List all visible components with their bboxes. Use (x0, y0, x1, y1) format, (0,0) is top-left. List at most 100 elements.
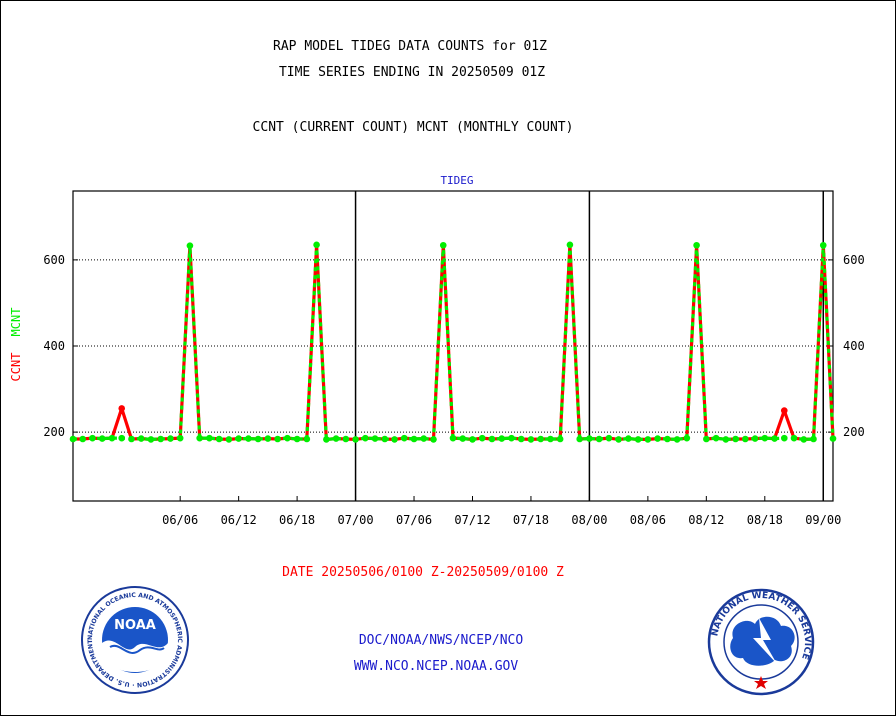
mcnt-point (819, 241, 827, 249)
mcnt-point (790, 434, 798, 442)
chart-title-line1: RAP MODEL TIDEG DATA COUNTS for 01Z (273, 39, 547, 54)
mcnt-point (595, 435, 603, 443)
mcnt-point (303, 435, 311, 443)
mcnt-point (586, 435, 593, 442)
mcnt-point (771, 435, 778, 442)
mcnt-point (703, 435, 710, 443)
y-tick-label-right: 200 (843, 425, 865, 439)
mcnt-point (430, 436, 437, 443)
mcnt-point (732, 435, 739, 443)
mcnt-point (157, 435, 164, 443)
mcnt-point (352, 436, 359, 443)
mcnt-point (527, 436, 535, 443)
mcnt-point (186, 242, 194, 249)
mcnt-point (439, 241, 447, 249)
y-tick-label-left: 200 (43, 425, 65, 439)
mcnt-point (547, 435, 554, 443)
x-tick-label: 08/00 (571, 513, 607, 527)
mcnt-point (683, 434, 691, 442)
mcnt-point (176, 434, 184, 442)
x-tick-label: 07/00 (338, 513, 374, 527)
mcnt-point (654, 435, 661, 442)
mcnt-point (245, 435, 252, 442)
x-tick-label: 09/00 (805, 513, 841, 527)
mcnt-point (264, 435, 272, 442)
mcnt-point (400, 434, 408, 442)
org-path-label: DOC/NOAA/NWS/NCEP/NCO (358, 633, 524, 648)
x-tick-label: 07/18 (513, 513, 549, 527)
mcnt-point (284, 434, 291, 442)
mcnt-point (615, 436, 622, 443)
mcnt-point (517, 435, 525, 443)
chart-title-line2: TIME SERIES ENDING IN 20250509 01Z (278, 65, 546, 80)
date-range-label: DATE 20250506/0100 Z-20250509/0100 Z (282, 565, 564, 580)
mcnt-point (293, 435, 301, 443)
mcnt-point (215, 435, 223, 443)
mcnt-point (566, 241, 574, 249)
chart-subtitle: CCNT (CURRENT COUNT) MCNT (MONTHLY COUNT… (252, 120, 574, 135)
mcnt-point (605, 434, 613, 442)
mcnt-point (469, 436, 476, 443)
mcnt-point (644, 436, 652, 443)
noaa-logo: NATIONAL OCEANIC AND ATMOSPHERIC ADMINIS… (80, 585, 189, 694)
mcnt-point (556, 435, 564, 443)
mcnt-point (761, 434, 769, 442)
nws-logo: NATIONAL WEATHER SERVICE (707, 588, 815, 696)
mcnt-point (118, 434, 126, 442)
mcnt-point (449, 434, 457, 442)
mcnt-point (751, 435, 759, 442)
mcnt-point (712, 434, 720, 442)
x-tick-label: 07/12 (454, 513, 490, 527)
y-tick-label-left: 600 (43, 253, 65, 267)
ccnt-point (118, 405, 126, 412)
mcnt-point (79, 435, 87, 443)
mcnt-point (693, 241, 700, 249)
mcnt-point (108, 434, 116, 442)
mcnt-point (722, 436, 730, 443)
mcnt-point (810, 435, 817, 443)
mcnt-point (225, 436, 233, 443)
mcnt-point (371, 435, 379, 442)
mcnt-point (420, 435, 428, 442)
mcnt-point (137, 435, 145, 442)
ccnt-point (780, 407, 788, 414)
mcnt-point (342, 435, 350, 443)
website-label: WWW.NCO.NCEP.NOAA.GOV (353, 659, 519, 674)
mcnt-point (206, 434, 213, 442)
mcnt-point (147, 436, 155, 443)
mcnt-point (576, 435, 583, 443)
x-tick-label: 07/06 (396, 513, 432, 527)
mcnt-point (313, 241, 320, 249)
mcnt-point (488, 435, 496, 443)
y-axis-label-ccnt: CCNT (9, 353, 23, 382)
mcnt-point (829, 435, 837, 442)
mcnt-point (323, 436, 330, 443)
mcnt-point (664, 435, 671, 443)
mcnt-point (391, 436, 398, 443)
mcnt-point (274, 435, 281, 443)
mcnt-point (196, 434, 203, 442)
y-tick-label-right: 400 (843, 339, 865, 353)
mcnt-point (498, 435, 506, 442)
x-tick-label: 08/06 (630, 513, 666, 527)
mcnt-point (673, 436, 681, 443)
y-axis-label-mcnt: MCNT (9, 308, 23, 337)
mcnt-point (69, 435, 77, 443)
x-tick-label: 06/18 (279, 513, 315, 527)
mcnt-point (478, 434, 486, 442)
mcnt-point (254, 435, 262, 443)
x-tick-label: 06/06 (162, 513, 198, 527)
mcnt-point (634, 436, 642, 443)
mcnt-point (128, 435, 135, 443)
mcnt-point (381, 435, 389, 443)
mcnt-point (362, 434, 369, 442)
mcnt-point (508, 434, 515, 442)
mcnt-point (167, 435, 174, 442)
mcnt-point (332, 435, 340, 442)
mcnt-point (459, 435, 467, 442)
panel-title: TIDEG (440, 174, 473, 187)
mcnt-point (98, 435, 106, 442)
mcnt-point (89, 434, 96, 442)
mcnt-point (800, 436, 808, 443)
